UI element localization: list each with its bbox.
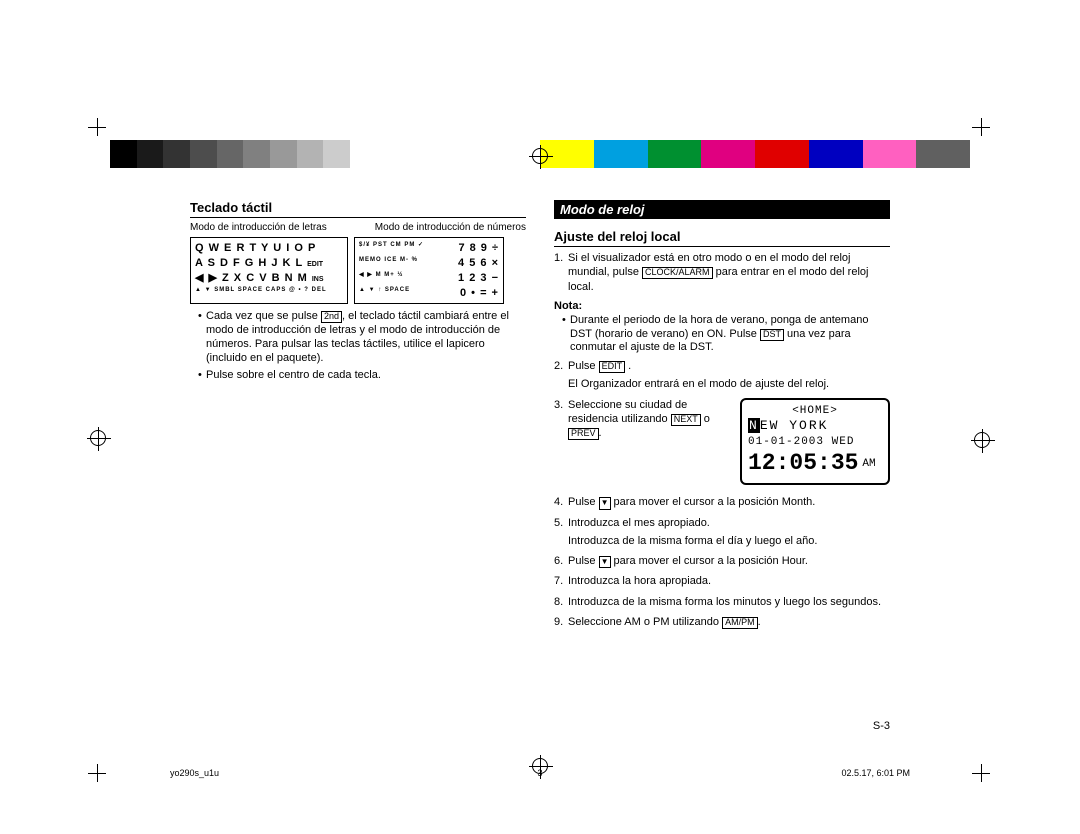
kb-nums-bl: ▲ ▼ ↑ SPACE [359,286,410,301]
registration-mark [974,432,990,448]
step-sub: Introduzca de la misma forma el día y lu… [568,534,890,548]
kb-nums-br: 0 • = + [460,286,499,301]
crop-mark [88,118,108,138]
footer-pagenum: 3 [537,768,542,778]
lcd-line-date: 01-01-2003 WED [748,435,882,449]
step-text: Introduzca la hora apropiada. [568,575,711,587]
keyboard-letters: Q W E R T Y U I O P A S D F G H J K L ED… [190,237,348,304]
registration-mark [90,430,106,446]
steps-list: 1.Si el visualizador está en otro modo o… [554,251,890,294]
step: 7.Introduzca la hora apropiada. [554,574,890,588]
kb-side: EDIT [307,261,323,268]
step: 4.Pulse ▼ para mover el cursor a la posi… [554,495,890,509]
kb-nums-l: $/¥ PST CM PM ✓ [359,241,424,256]
kb-nums-r: 4 5 6 × [458,256,499,271]
lcd-display: <HOME> NEW YORK 01-01-2003 WED 12:05:35 A… [740,398,890,485]
lcd-city-rest: EW YORK [760,418,829,433]
steps-list-cont: 2.Pulse EDIT . El Organizador entrará en… [554,359,890,629]
left-column: Teclado táctil Modo de introducción de l… [190,200,526,740]
lcd-cursor-char: N [748,418,760,433]
step: 5.Introduzca el mes apropiado. Introduzc… [554,516,890,549]
bullet: Durante el periodo de la hora de verano,… [562,314,890,355]
step: 2.Pulse EDIT . El Organizador entrará en… [554,359,890,392]
lcd-time: 12:05:35 [748,449,858,479]
page-number: S-3 [873,720,890,732]
step: 3. <HOME> NEW YORK 01-01-2003 WED 12:05:… [554,398,890,489]
registration-mark [532,148,548,164]
kb-row: Q W E R T Y U I O P [195,242,316,254]
step: 9.Seleccione AM o PM utilizando AM/PM. [554,615,890,629]
crop-mark [972,118,992,138]
left-bullets: Cada vez que se pulse 2nd, el teclado tá… [190,310,526,383]
lcd-ampm: AM [862,458,875,470]
crop-mark [972,764,992,784]
keyboard-diagrams: Q W E R T Y U I O P A S D F G H J K L ED… [190,237,526,304]
step-text: Introduzca el mes apropiado. [568,517,710,529]
nota-label: Nota: [554,300,890,312]
heading-ajuste-reloj: Ajuste del reloj local [554,229,890,247]
crop-mark [88,764,108,784]
kb-bottom: ▲ ▼ SMBL SPACE CAPS @ • ? DEL [195,286,343,294]
bullet: Pulse sobre el centro de cada tecla. [198,369,526,383]
keyboard-numbers: $/¥ PST CM PM ✓ 7 8 9 ÷ MEMO ICE M- % 4 5 … [354,237,504,304]
label-letters-mode: Modo de introducción de letras [190,222,327,233]
kb-nums-r: 7 8 9 ÷ [458,241,499,256]
step: 8.Introduzca de la misma forma los minut… [554,595,890,609]
step-sub: El Organizador entrará en el modo de aju… [568,377,890,391]
right-column: Modo de reloj Ajuste del reloj local 1.S… [554,200,890,740]
step: 1.Si el visualizador está en otro modo o… [554,251,890,294]
footer-filename: yo290s_u1u [170,768,219,778]
keyboard-mode-labels: Modo de introducción de letras Modo de i… [190,222,526,233]
step-text: Introduzca de la misma forma los minutos… [568,596,881,608]
kb-row: A S D F G H J K L [195,257,303,269]
footer-timestamp: 02.5.17, 6:01 PM [841,768,910,778]
kb-nums-l: M M+ ½ [376,272,404,278]
bullet: Cada vez que se pulse 2nd, el teclado tá… [198,310,526,365]
kb-nums-r: 1 2 3 − [458,271,499,286]
step: 6.Pulse ▼ para mover el cursor a la posi… [554,554,890,568]
kb-row: Z X C V B N M [222,272,308,284]
section-bar-modo-de-reloj: Modo de reloj [554,200,890,219]
lcd-line-city: NEW YORK [748,418,882,435]
kb-side: INS [312,276,324,283]
heading-teclado: Teclado táctil [190,200,526,218]
label-numbers-mode: Modo de introducción de números [375,222,526,233]
kb-nums-l: MEMO ICE M- % [359,256,418,271]
page-content: Teclado táctil Modo de introducción de l… [190,200,890,740]
lcd-line-time: 12:05:35 AM [748,449,882,479]
nota-bullets: Durante el periodo de la hora de verano,… [554,314,890,355]
lcd-line-home: <HOME> [748,404,882,418]
print-footer: yo290s_u1u 3 02.5.17, 6:01 PM [170,768,910,778]
